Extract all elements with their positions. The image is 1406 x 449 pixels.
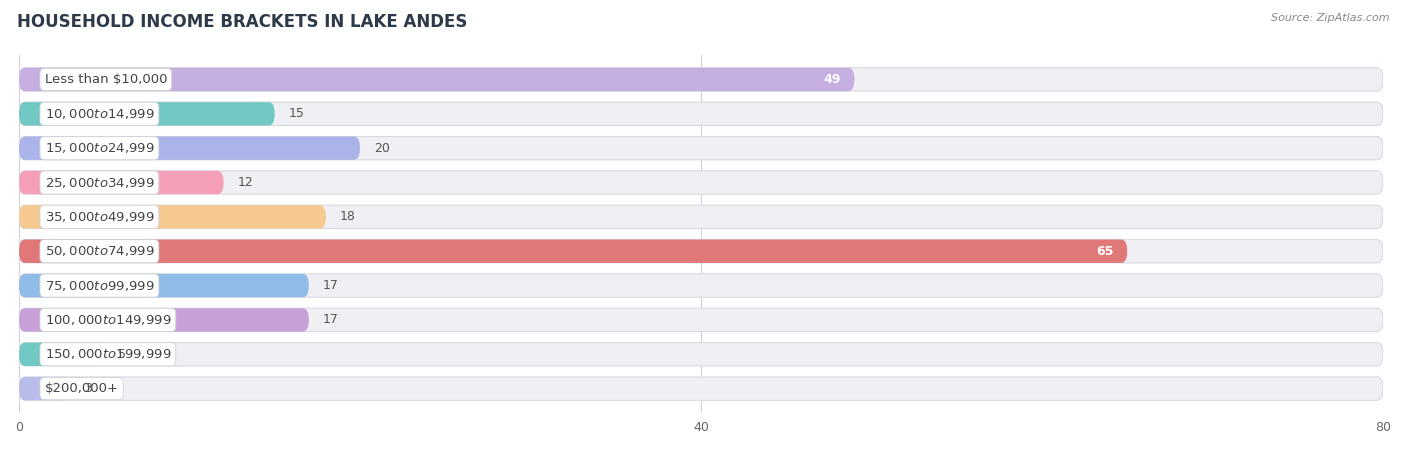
FancyBboxPatch shape	[20, 343, 104, 366]
Text: $50,000 to $74,999: $50,000 to $74,999	[45, 244, 155, 258]
FancyBboxPatch shape	[20, 377, 70, 401]
FancyBboxPatch shape	[20, 274, 1384, 297]
Text: 17: 17	[322, 279, 339, 292]
Text: $150,000 to $199,999: $150,000 to $199,999	[45, 347, 172, 361]
FancyBboxPatch shape	[20, 68, 855, 91]
Text: 3: 3	[84, 382, 91, 395]
Text: 65: 65	[1097, 245, 1114, 258]
Text: 49: 49	[824, 73, 841, 86]
Text: 5: 5	[118, 348, 127, 361]
FancyBboxPatch shape	[20, 205, 326, 229]
Text: 12: 12	[238, 176, 253, 189]
Text: 17: 17	[322, 313, 339, 326]
Text: $35,000 to $49,999: $35,000 to $49,999	[45, 210, 155, 224]
Text: Source: ZipAtlas.com: Source: ZipAtlas.com	[1271, 13, 1389, 23]
Text: $10,000 to $14,999: $10,000 to $14,999	[45, 107, 155, 121]
FancyBboxPatch shape	[20, 102, 274, 125]
FancyBboxPatch shape	[20, 136, 360, 160]
Text: Less than $10,000: Less than $10,000	[45, 73, 167, 86]
FancyBboxPatch shape	[20, 171, 224, 194]
Text: $25,000 to $34,999: $25,000 to $34,999	[45, 176, 155, 189]
Text: $75,000 to $99,999: $75,000 to $99,999	[45, 278, 155, 293]
FancyBboxPatch shape	[20, 239, 1128, 263]
FancyBboxPatch shape	[20, 377, 1384, 401]
FancyBboxPatch shape	[20, 102, 1384, 125]
Text: 15: 15	[288, 107, 304, 120]
FancyBboxPatch shape	[20, 343, 1384, 366]
FancyBboxPatch shape	[20, 274, 309, 297]
FancyBboxPatch shape	[20, 239, 1384, 263]
Text: 18: 18	[339, 211, 356, 223]
Text: $200,000+: $200,000+	[45, 382, 118, 395]
FancyBboxPatch shape	[20, 68, 1384, 91]
FancyBboxPatch shape	[20, 308, 309, 332]
FancyBboxPatch shape	[20, 171, 1384, 194]
FancyBboxPatch shape	[20, 136, 1384, 160]
Text: HOUSEHOLD INCOME BRACKETS IN LAKE ANDES: HOUSEHOLD INCOME BRACKETS IN LAKE ANDES	[17, 13, 467, 31]
FancyBboxPatch shape	[20, 308, 1384, 332]
FancyBboxPatch shape	[20, 205, 1384, 229]
Text: 20: 20	[374, 141, 389, 154]
Text: $15,000 to $24,999: $15,000 to $24,999	[45, 141, 155, 155]
Text: $100,000 to $149,999: $100,000 to $149,999	[45, 313, 172, 327]
